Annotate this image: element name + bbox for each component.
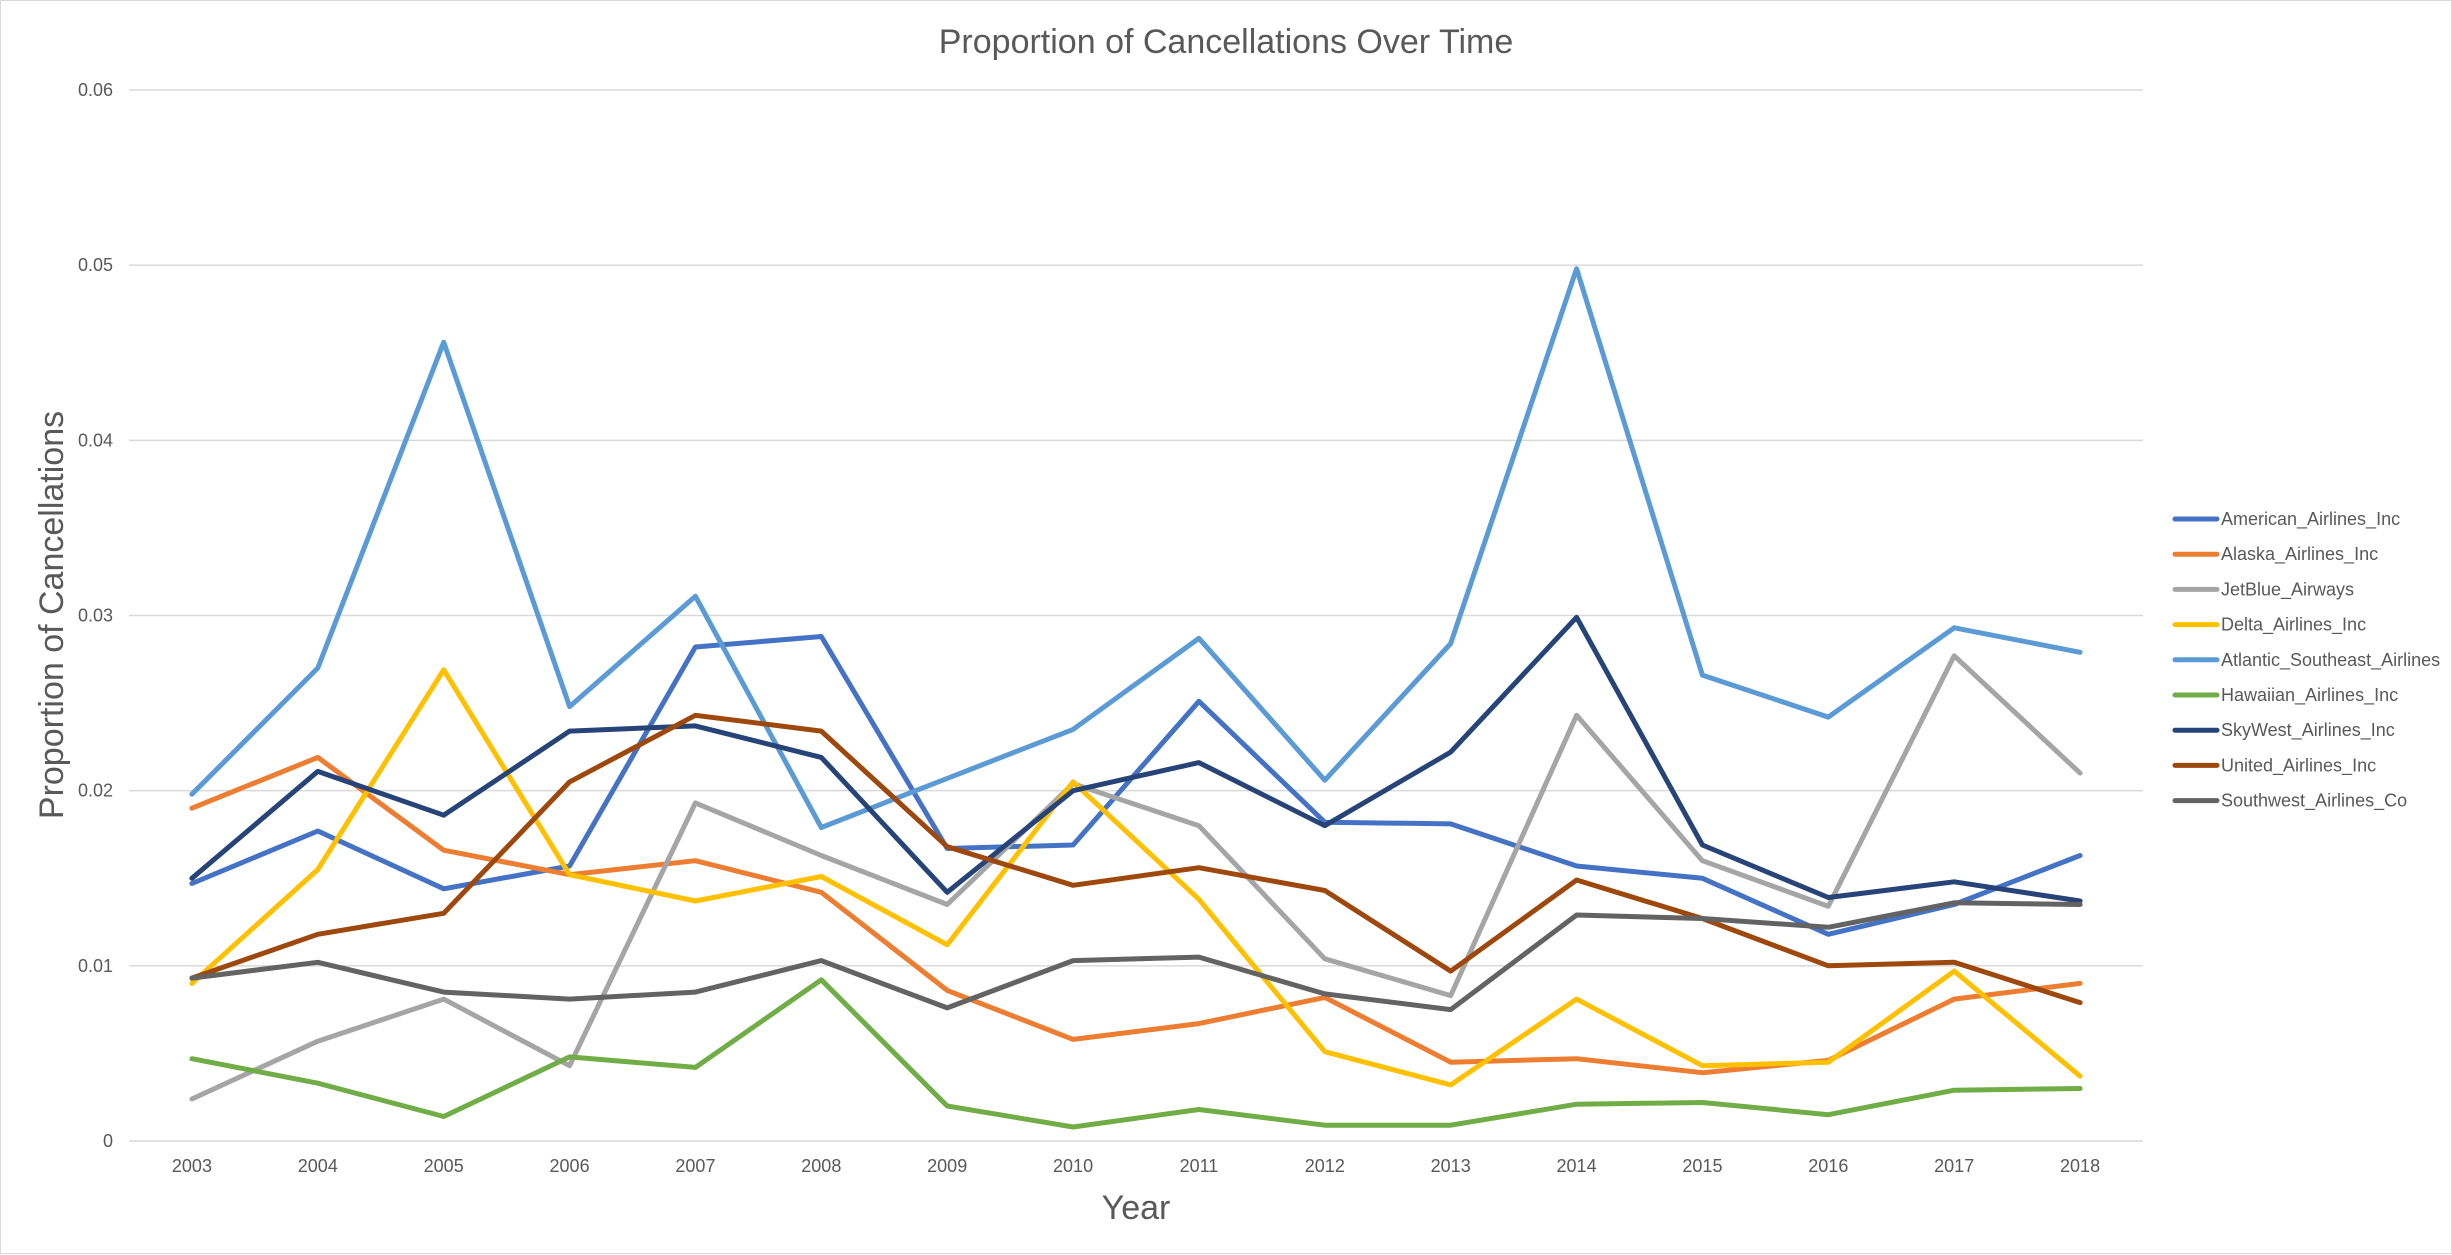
x-tick-label: 2017 bbox=[1934, 1156, 1974, 1176]
series-line-alaska-airlines-inc bbox=[189, 754, 2083, 1076]
legend-label: Southwest_Airlines_Co bbox=[2221, 791, 2407, 812]
series-line-atlantic-southeast-airlines bbox=[189, 266, 2083, 830]
legend-item: United_Airlines_Inc bbox=[2172, 755, 2376, 776]
x-tick-label: 2007 bbox=[675, 1156, 715, 1176]
x-tick-label: 2014 bbox=[1557, 1156, 1597, 1176]
y-tick-label: 0.02 bbox=[78, 781, 113, 801]
y-tick-label: 0.04 bbox=[78, 430, 113, 450]
legend-label: SkyWest_Airlines_Inc bbox=[2221, 720, 2395, 741]
x-tick-label: 2011 bbox=[1180, 1156, 1219, 1176]
series-line-united-airlines-inc bbox=[189, 712, 2083, 1006]
gridlines bbox=[129, 89, 2143, 1142]
series-line-hawaiian-airlines-inc bbox=[189, 977, 2083, 1130]
x-tick-label: 2016 bbox=[1808, 1156, 1848, 1176]
legend-item: SkyWest_Airlines_Inc bbox=[2172, 720, 2395, 741]
legend-label: JetBlue_Airways bbox=[2221, 579, 2354, 600]
x-tick-label: 2005 bbox=[424, 1156, 464, 1176]
y-tick-label: 0 bbox=[103, 1131, 113, 1151]
legend: American_Airlines_Inc Alaska_Airlines_Inc… bbox=[2172, 509, 2440, 812]
x-axis-title: Year bbox=[1102, 1189, 1171, 1227]
series-lines bbox=[189, 266, 2083, 1130]
legend-label: Hawaiian_Airlines_Inc bbox=[2221, 685, 2398, 706]
legend-item: Delta_Airlines_Inc bbox=[2172, 615, 2366, 636]
legend-label: Alaska_Airlines_Inc bbox=[2221, 544, 2378, 565]
series-line-american-airlines-inc bbox=[189, 634, 2083, 937]
series-line-jetblue-airways bbox=[189, 653, 2083, 1102]
legend-label: Atlantic_Southeast_Airlines bbox=[2221, 650, 2440, 671]
legend-item: American_Airlines_Inc bbox=[2172, 509, 2400, 530]
x-tick-label: 2008 bbox=[801, 1156, 841, 1176]
y-tick-label: 0.05 bbox=[78, 255, 113, 275]
x-tick-label: 2010 bbox=[1053, 1156, 1093, 1176]
x-tick-label: 2012 bbox=[1305, 1156, 1345, 1176]
chart-title: Proportion of Cancellations Over Time bbox=[939, 23, 1513, 61]
y-tick-label: 0.03 bbox=[78, 606, 113, 626]
x-tick-label: 2006 bbox=[550, 1156, 590, 1176]
legend-item: Atlantic_Southeast_Airlines bbox=[2172, 650, 2440, 671]
x-tick-label: 2015 bbox=[1682, 1156, 1722, 1176]
x-tick-label: 2018 bbox=[2060, 1156, 2100, 1176]
legend-item: Hawaiian_Airlines_Inc bbox=[2172, 685, 2398, 706]
x-tick-label: 2009 bbox=[927, 1156, 967, 1176]
x-axis-ticks: 2003 2004 2005 2006 2007 2008 2009 2010 2011 2012… bbox=[172, 1156, 2100, 1176]
x-tick-label: 2003 bbox=[172, 1156, 212, 1176]
legend-item: Alaska_Airlines_Inc bbox=[2172, 544, 2378, 565]
legend-item: Southwest_Airlines_Co bbox=[2172, 791, 2407, 812]
legend-label: Delta_Airlines_Inc bbox=[2221, 615, 2366, 636]
legend-item: JetBlue_Airways bbox=[2172, 579, 2354, 600]
x-tick-label: 2004 bbox=[298, 1156, 338, 1176]
legend-label: American_Airlines_Inc bbox=[2221, 509, 2400, 530]
legend-label: United_Airlines_Inc bbox=[2221, 755, 2376, 776]
y-tick-label: 0.01 bbox=[78, 956, 113, 976]
y-axis-title: Proportion of Cancellations bbox=[33, 411, 71, 819]
series-line-southwest-airlines-co bbox=[189, 900, 2083, 1013]
y-tick-label: 0.06 bbox=[78, 80, 113, 100]
x-tick-label: 2013 bbox=[1431, 1156, 1471, 1176]
series-line-skywest-airlines-inc bbox=[189, 614, 2083, 904]
y-axis-ticks: 0 0.01 0.02 0.03 0.04 0.05 0.06 bbox=[78, 80, 113, 1151]
